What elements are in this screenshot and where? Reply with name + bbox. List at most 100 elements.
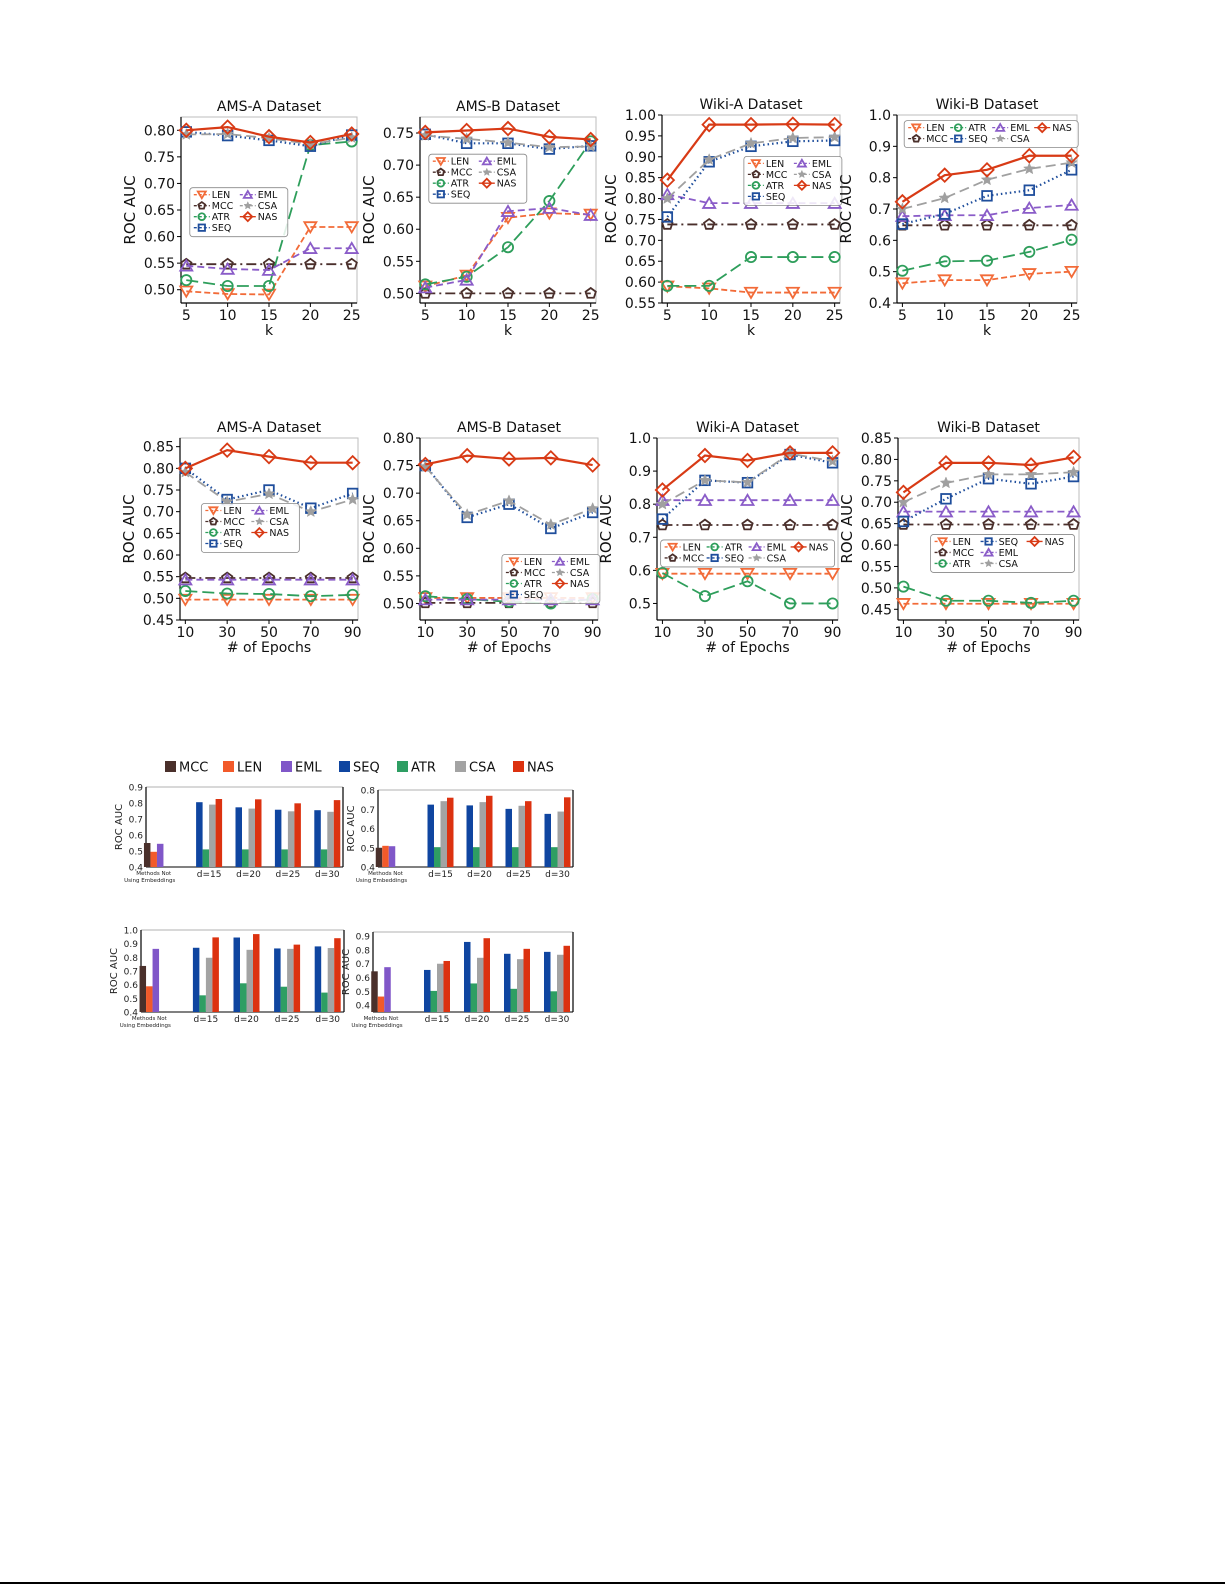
len-marker-icon — [220, 288, 236, 302]
series-line-atr — [425, 140, 592, 286]
legend-label-nas: NAS — [570, 579, 590, 590]
bar-csa — [440, 801, 447, 867]
legend-label-csa: CSA — [497, 168, 517, 179]
x-axis-label: # of Epochs — [705, 640, 789, 656]
seq-marker-icon — [1025, 478, 1037, 490]
mcc-marker-icon — [783, 518, 797, 531]
csa-marker-icon — [938, 191, 952, 204]
mcc-marker-icon — [828, 217, 841, 230]
atr-marker-icon — [1025, 596, 1038, 609]
csa-marker-icon — [1022, 162, 1036, 175]
legend-label-len: LEN — [683, 542, 701, 553]
atr-marker-icon — [897, 580, 910, 593]
eml-marker-icon — [344, 241, 360, 254]
legend-swatch-mcc — [165, 761, 176, 772]
csa-marker-icon — [698, 473, 712, 486]
y-tick-label: 0.50 — [144, 283, 175, 299]
atr-marker-icon — [896, 264, 909, 277]
legend-label-atr: ATR — [223, 528, 242, 539]
mcc-marker-icon — [501, 286, 515, 299]
seq-marker-icon — [436, 190, 445, 199]
y-tick-label: 0.60 — [144, 230, 175, 246]
y-axis-label: ROC AUC — [838, 494, 856, 563]
legend-swatch-csa — [455, 761, 466, 772]
len-marker-icon — [1021, 268, 1037, 282]
mcc-marker-icon — [208, 516, 218, 526]
legend-label-mcc: MCC — [451, 168, 473, 179]
legend-label-mcc: MCC — [926, 134, 948, 145]
line-chart-k-ams-b: 0.50 0.55 0.60 0.65 0.70 0.75 5 10 15 20 25 AMS-B D… — [360, 99, 600, 339]
nas-marker-icon — [242, 211, 254, 223]
bar-atr — [280, 986, 288, 1012]
nas-marker-icon — [1036, 121, 1048, 134]
y-tick-label: 0.65 — [383, 514, 414, 530]
bar-nas — [523, 948, 530, 1012]
atr-marker-icon — [698, 590, 711, 603]
bar-nas — [486, 795, 493, 867]
atr-marker-icon — [346, 588, 359, 601]
nas-marker-icon — [743, 116, 759, 133]
len-marker-icon — [979, 274, 995, 288]
y-tick-label: 0.5 — [129, 848, 143, 858]
y-tick-label: 0.8 — [356, 946, 371, 956]
y-tick-label: 0.4 — [129, 864, 144, 874]
atr-marker-icon — [982, 594, 995, 607]
atr-marker-icon — [543, 195, 556, 208]
legend-label-eml: EML — [497, 157, 517, 168]
nas-marker-icon — [936, 167, 953, 184]
len-marker-icon — [937, 537, 949, 547]
x-tick-label: 70 — [302, 625, 320, 641]
seq-marker-icon — [197, 223, 206, 232]
atr-marker-icon — [460, 270, 473, 283]
y-tick-label: 0.60 — [625, 275, 656, 291]
nas-marker-icon — [459, 447, 476, 464]
seq-marker-icon — [1023, 184, 1036, 196]
y-tick-label: 0.85 — [625, 171, 656, 187]
legend-label-mcc: MCC — [953, 548, 975, 559]
y-tick-label: 0.55 — [861, 559, 892, 575]
x-group-label: d=15 — [197, 870, 222, 880]
x-group-label: Methods Not — [136, 871, 172, 877]
bar-nas — [443, 960, 450, 1012]
atr-marker-icon — [1023, 245, 1036, 258]
bar-atr — [512, 847, 519, 867]
legend-label-eml: EML — [269, 506, 289, 517]
mcc-marker-icon — [702, 217, 716, 230]
legend-label-eml: EML — [999, 548, 1019, 559]
nas-marker-icon — [178, 122, 195, 139]
mcc-marker-icon — [744, 217, 758, 230]
nas-marker-icon — [501, 451, 517, 467]
csa-marker-icon — [980, 173, 994, 186]
legend-label-csa: CSA — [469, 761, 496, 776]
bar-seq — [544, 813, 551, 867]
x-tick-label: 5 — [898, 308, 907, 324]
atr-marker-icon — [263, 587, 276, 600]
bar-nas — [334, 938, 341, 1012]
y-axis-label: ROC AUC — [109, 948, 120, 994]
y-tick-label: 1.0 — [629, 431, 651, 447]
x-tick-label: 10 — [219, 308, 237, 324]
mcc-marker-icon — [584, 286, 597, 299]
mcc-marker-icon — [939, 517, 953, 530]
bar-csa — [246, 949, 253, 1012]
nas-marker-icon — [654, 482, 671, 498]
legend-label-seq: SEQ — [353, 761, 380, 776]
eml-marker-icon — [796, 157, 808, 168]
legend-label-nas: NAS — [497, 179, 517, 190]
bar-seq — [466, 805, 473, 867]
legend-swatch-atr — [397, 761, 408, 772]
series-line-eml — [186, 247, 352, 271]
series-line-seq — [902, 475, 1074, 523]
seq-marker-icon — [939, 208, 951, 220]
eml-marker-icon — [303, 572, 319, 586]
x-tick-label: 90 — [584, 625, 602, 641]
line-chart-ep-wiki-a: 0.5 0.6 0.7 0.8 0.9 1.0 10 30 50 70 90 Wiki-A Datas… — [597, 420, 841, 656]
y-tick-label: 0.8 — [129, 800, 144, 810]
nas-marker-icon — [1065, 449, 1082, 466]
bar-atr — [242, 849, 249, 867]
y-axis-label: ROC AUC — [346, 805, 357, 851]
mcc-marker-icon — [304, 257, 317, 270]
y-tick-label: 0.80 — [383, 431, 414, 447]
legend-label-atr: ATR — [953, 559, 972, 570]
